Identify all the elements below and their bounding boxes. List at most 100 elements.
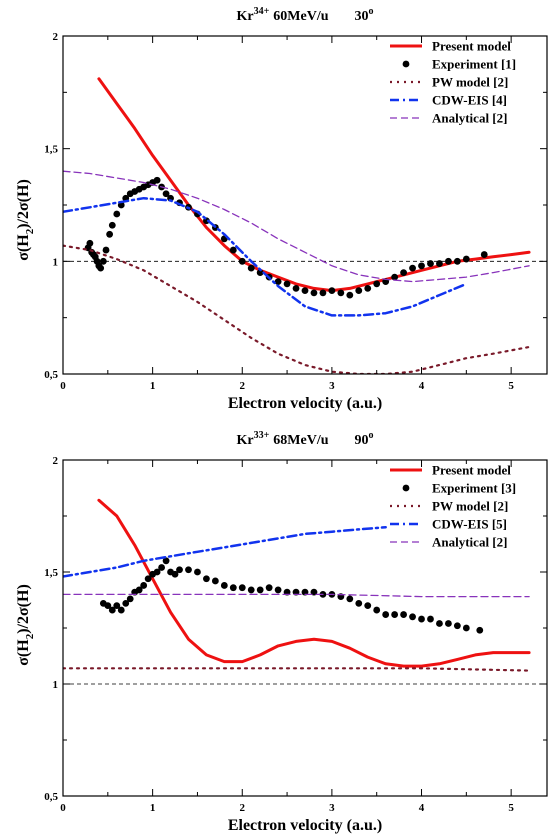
- y-tick-label: 0,5: [44, 791, 58, 803]
- data-point: [99, 257, 107, 265]
- series-line-analytical-2: [63, 593, 530, 598]
- data-point: [158, 564, 165, 571]
- data-point: [328, 287, 336, 295]
- data-point: [211, 577, 219, 585]
- data-point: [122, 599, 130, 607]
- legend-label: CDW-EIS [5]: [432, 517, 507, 532]
- y-tick-label: 1: [53, 256, 59, 268]
- data-point: [453, 622, 461, 630]
- x-tick-label: 0: [60, 380, 66, 392]
- chart-panel-bottom: Kr33+ 68MeV/u 90o 0 1 2 3 4 5 0,5 1 1,5 2 Present mo…: [15, 430, 548, 834]
- data-point: [247, 586, 255, 594]
- data-point: [391, 273, 399, 281]
- legend-label: PW model [2]: [432, 499, 508, 514]
- x-tick-label: 1: [150, 380, 156, 392]
- y-tick-label: 1,5: [44, 567, 58, 579]
- data-point: [337, 289, 345, 297]
- data-point: [436, 260, 443, 267]
- data-point: [310, 289, 318, 297]
- legend-label: Present model: [432, 39, 511, 54]
- data-point: [400, 611, 407, 618]
- data-point: [346, 595, 354, 603]
- data-point: [220, 582, 228, 589]
- x-tick-label: 2: [240, 802, 246, 814]
- x-tick-label: 5: [508, 802, 514, 814]
- data-point: [462, 255, 470, 263]
- data-point: [153, 568, 161, 576]
- data-point: [301, 287, 309, 295]
- chart-title-top: Kr34+ 60MeV/u 30o: [236, 6, 373, 24]
- x-axis-label-bottom: Electron velocity (a.u.): [228, 817, 382, 834]
- data-point: [391, 611, 399, 618]
- y-tick-label: 2: [53, 455, 59, 467]
- data-point: [445, 257, 452, 265]
- data-point: [453, 257, 461, 265]
- data-point: [436, 620, 443, 627]
- data-point: [108, 606, 116, 614]
- x-tick-label: 2: [240, 380, 246, 392]
- series-line-analytical-2: [63, 170, 530, 283]
- series-line-cdw-eis-5: [63, 525, 387, 578]
- y-axis-label-top: σ(H2)/2σ(H): [15, 179, 36, 261]
- data-point: [229, 584, 237, 592]
- data-point: [162, 190, 170, 198]
- chart-panel-top: Kr34+ 60MeV/u 30o 0 1 2 3 4 5 0,5 1 1,5 2 Present mo…: [15, 6, 548, 412]
- x-tick-label: 3: [329, 380, 335, 392]
- data-point: [135, 586, 143, 594]
- data-point: [140, 582, 148, 589]
- series-line-pw-model-2: [63, 667, 531, 672]
- data-point: [400, 269, 407, 276]
- data-point: [364, 602, 372, 609]
- data-point: [427, 615, 434, 623]
- legend-label: PW model [2]: [432, 75, 508, 90]
- data-point: [445, 620, 452, 627]
- legend-label: Analytical [2]: [432, 535, 507, 550]
- y-tick-label: 2: [53, 31, 59, 43]
- legend-label: Experiment [3]: [432, 481, 516, 496]
- data-point: [171, 570, 179, 578]
- data-point: [409, 264, 416, 272]
- y-tick-label: 0,5: [44, 369, 58, 381]
- data-point: [418, 615, 425, 623]
- data-point: [203, 575, 210, 583]
- data-point: [355, 287, 363, 295]
- plot-area-top: 0 1 2 3 4 5 0,5 1 1,5 2 Present model Experiment [1…: [44, 31, 548, 392]
- data-point: [97, 264, 105, 272]
- data-point: [86, 239, 94, 247]
- legend: Present model Experiment [3] PW model [2] C…: [390, 463, 516, 550]
- data-point: [274, 586, 282, 594]
- legend: Present model Experiment [1] PW model [2] C…: [390, 39, 516, 126]
- data-point: [162, 557, 170, 565]
- data-point: [106, 230, 114, 238]
- x-tick-label: 0: [60, 802, 66, 814]
- data-point: [108, 221, 116, 229]
- data-point: [346, 291, 354, 299]
- data-point: [373, 280, 381, 288]
- x-tick-label: 1: [150, 802, 156, 814]
- data-point: [476, 626, 484, 634]
- data-point: [117, 606, 125, 614]
- data-point: [256, 269, 264, 276]
- data-point: [256, 586, 264, 594]
- data-point: [176, 566, 183, 574]
- data-point: [229, 246, 237, 254]
- data-point: [274, 278, 282, 286]
- data-point: [238, 584, 246, 592]
- chart-title-bottom: Kr33+ 68MeV/u 90o: [236, 430, 373, 448]
- data-point: [247, 264, 255, 272]
- series-line-cdw-eis-4: [63, 196, 468, 317]
- data-point: [319, 289, 327, 297]
- data-point: [382, 611, 390, 618]
- legend-label: Present model: [432, 463, 511, 478]
- data-point: [283, 280, 291, 288]
- x-tick-label: 4: [419, 802, 425, 814]
- data-point: [427, 260, 434, 267]
- legend-label: CDW-EIS [4]: [432, 93, 507, 108]
- data-point: [418, 262, 425, 270]
- legend-swatch: [402, 484, 410, 492]
- data-point: [238, 257, 246, 265]
- data-point: [292, 284, 300, 292]
- x-tick-label: 3: [329, 802, 335, 814]
- data-point: [355, 599, 363, 607]
